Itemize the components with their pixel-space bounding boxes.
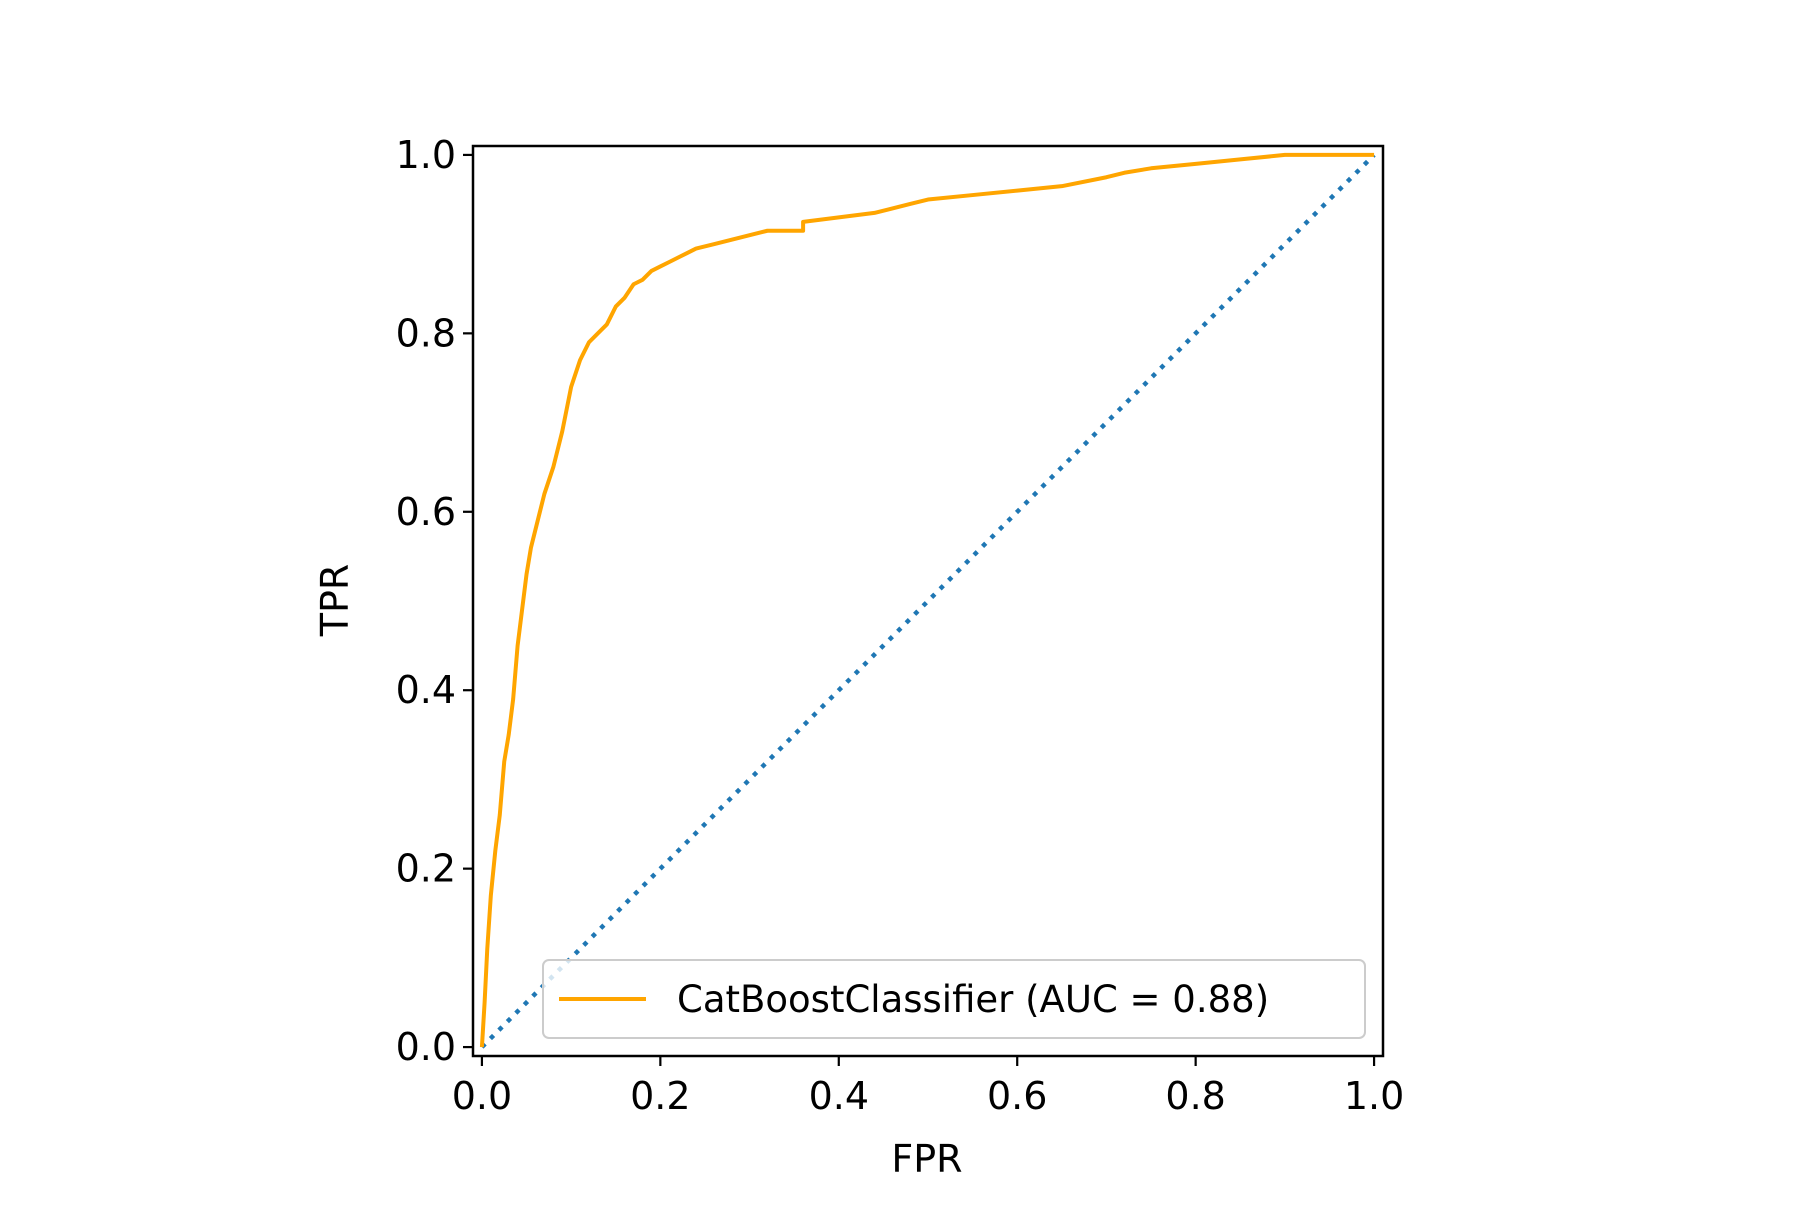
legend-label: CatBoostClassifier (AUC = 0.88) xyxy=(677,978,1269,1021)
y-axis-label: TPR xyxy=(313,564,357,638)
legend-box xyxy=(542,959,1366,1039)
y-tick-label: 0.4 xyxy=(396,668,456,712)
y-tick-label: 0.6 xyxy=(396,490,456,534)
x-tick-label: 0.0 xyxy=(452,1074,512,1118)
x-tick-label: 0.2 xyxy=(630,1074,690,1118)
legend: CatBoostClassifier (AUC = 0.88) xyxy=(542,959,1366,1039)
x-axis-label: FPR xyxy=(891,1137,962,1181)
roc-curve-line xyxy=(479,152,1375,1048)
y-tick-label: 0.2 xyxy=(396,847,456,891)
plot-area xyxy=(479,152,1376,1049)
y-tick-label: 0.0 xyxy=(396,1025,456,1069)
y-tick-label: 1.0 xyxy=(396,133,456,177)
x-tick-label: 0.4 xyxy=(809,1074,869,1118)
x-tick-label: 1.0 xyxy=(1344,1074,1404,1118)
plot-frame xyxy=(471,144,1385,1058)
y-tick-label: 0.8 xyxy=(396,311,456,355)
x-tick-label: 0.6 xyxy=(987,1074,1047,1118)
axes: 0.0 0.2 0.4 0.6 0.8 1.0 0.0 0.2 0.4 0.6 0.8 1.0 xyxy=(396,133,1405,1118)
x-tick-label: 0.8 xyxy=(1165,1074,1225,1118)
